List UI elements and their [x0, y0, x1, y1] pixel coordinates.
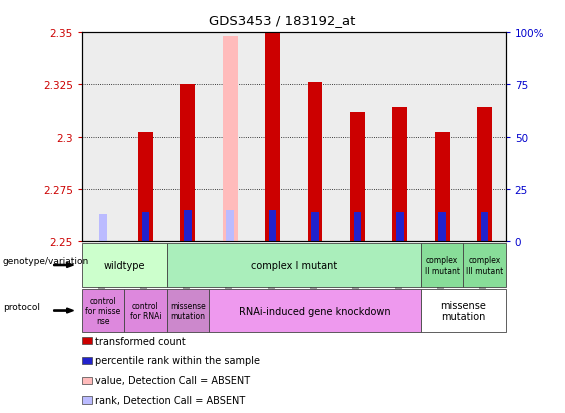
Bar	[167, 289, 209, 332]
Bar	[379, 33, 421, 242]
Bar	[180, 85, 195, 242]
Bar	[421, 244, 463, 287]
Bar	[463, 33, 506, 242]
Bar	[124, 289, 167, 332]
Bar	[463, 244, 506, 287]
Bar	[167, 33, 209, 242]
Text: GDS3453 / 183192_at: GDS3453 / 183192_at	[209, 14, 356, 27]
Bar	[82, 244, 167, 287]
Bar	[354, 212, 361, 242]
Bar	[82, 289, 124, 332]
Text: missense
mutation: missense mutation	[170, 301, 206, 320]
Bar	[434, 133, 450, 242]
Text: control
for RNAi: control for RNAi	[130, 301, 161, 320]
Bar	[223, 37, 238, 242]
Bar	[99, 214, 107, 242]
Bar	[167, 244, 421, 287]
Text: complex I mutant: complex I mutant	[251, 260, 337, 271]
Bar	[438, 212, 446, 242]
Bar	[138, 133, 153, 242]
Bar	[142, 212, 149, 242]
Text: wildtype: wildtype	[103, 260, 145, 271]
Text: genotype/variation: genotype/variation	[3, 257, 89, 266]
Bar	[265, 29, 280, 242]
Bar	[336, 33, 379, 242]
Bar	[307, 83, 323, 242]
Bar	[421, 33, 463, 242]
Bar	[209, 289, 421, 332]
Text: control
for misse
nse: control for misse nse	[85, 296, 121, 325]
Bar	[421, 289, 506, 332]
Bar	[82, 33, 124, 242]
Bar	[481, 212, 488, 242]
Bar	[209, 33, 251, 242]
Bar	[269, 210, 276, 242]
Bar	[294, 33, 336, 242]
Bar	[124, 33, 167, 242]
Bar	[350, 112, 365, 242]
Bar	[184, 210, 192, 242]
Bar	[311, 212, 319, 242]
Text: RNAi-induced gene knockdown: RNAi-induced gene knockdown	[239, 306, 391, 316]
Bar	[477, 108, 492, 242]
Text: transformed count: transformed count	[95, 336, 186, 346]
Text: protocol: protocol	[3, 302, 40, 311]
Text: value, Detection Call = ABSENT: value, Detection Call = ABSENT	[95, 375, 250, 385]
Bar	[251, 33, 294, 242]
Text: complex
III mutant: complex III mutant	[466, 256, 503, 275]
Text: complex
II mutant: complex II mutant	[425, 256, 459, 275]
Bar	[227, 210, 234, 242]
Bar	[396, 212, 403, 242]
Text: percentile rank within the sample: percentile rank within the sample	[95, 356, 260, 366]
Text: rank, Detection Call = ABSENT: rank, Detection Call = ABSENT	[95, 395, 245, 405]
Bar	[392, 108, 407, 242]
Text: missense
mutation: missense mutation	[440, 300, 486, 322]
